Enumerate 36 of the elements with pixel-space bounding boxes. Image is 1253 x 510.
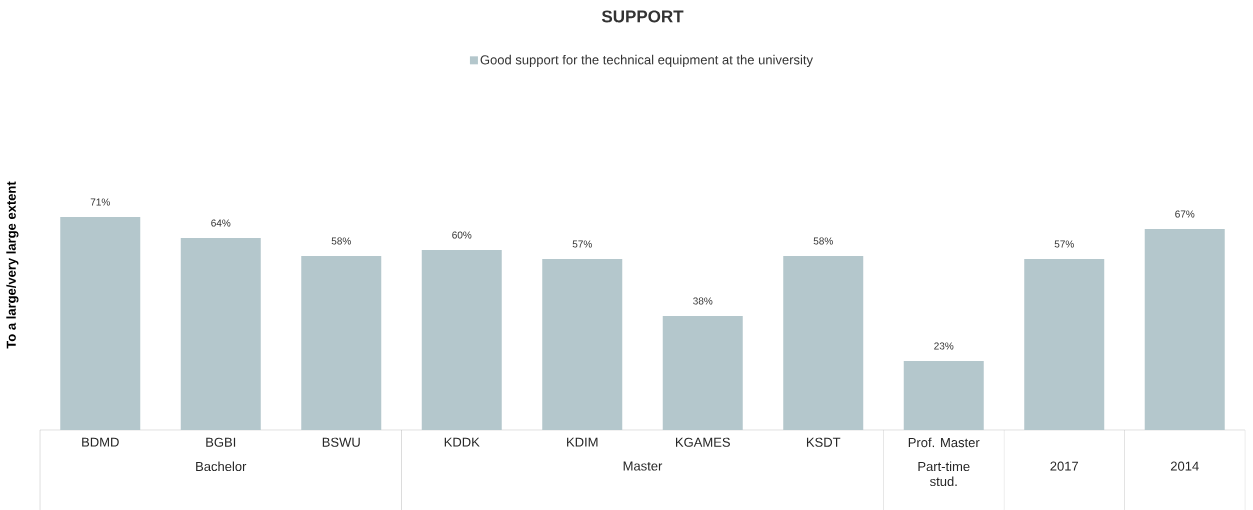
data-label: 57% [572, 240, 592, 248]
x-tick-label: BSWU [322, 437, 360, 447]
chart-title: SUPPORT [601, 10, 684, 23]
x-tick-label: KDDK [444, 437, 480, 447]
data-label: 67% [1175, 210, 1195, 218]
bar [542, 259, 623, 430]
data-label: 23% [934, 342, 954, 350]
bar [301, 256, 382, 430]
legend-label: Good support for the technical equipment at the university [480, 54, 813, 67]
data-label: 60% [452, 231, 472, 239]
bar [180, 238, 261, 430]
text: Master [623, 461, 663, 471]
bar [1144, 229, 1225, 430]
data-label: 38% [693, 297, 713, 305]
data-label: 57% [1054, 240, 1074, 248]
x-tick-label: BGBI [206, 437, 236, 447]
data-label: 64% [211, 219, 231, 227]
bar [662, 316, 743, 430]
bar [783, 256, 864, 430]
text: 2017 [1050, 461, 1079, 471]
bar [421, 250, 502, 430]
data-label: 71% [90, 198, 110, 206]
x-tick-label: KDIM [567, 437, 598, 447]
bar [1024, 259, 1105, 430]
x-tick-label: KGAMES [676, 437, 730, 447]
text: 2014 [1170, 461, 1199, 471]
data-label: 58% [813, 237, 833, 245]
x-tick-label: KSDT [806, 437, 841, 447]
text: Bachelor [196, 461, 247, 472]
data-label: 58% [331, 237, 351, 245]
text: Part-time stud. [918, 461, 970, 487]
y-axis-title: To a large/very large extent [6, 181, 19, 349]
x-tick-label: BDMD [82, 437, 119, 447]
bar [60, 217, 141, 430]
bar [903, 361, 984, 430]
x-tick-label: Prof. Master [908, 437, 980, 448]
